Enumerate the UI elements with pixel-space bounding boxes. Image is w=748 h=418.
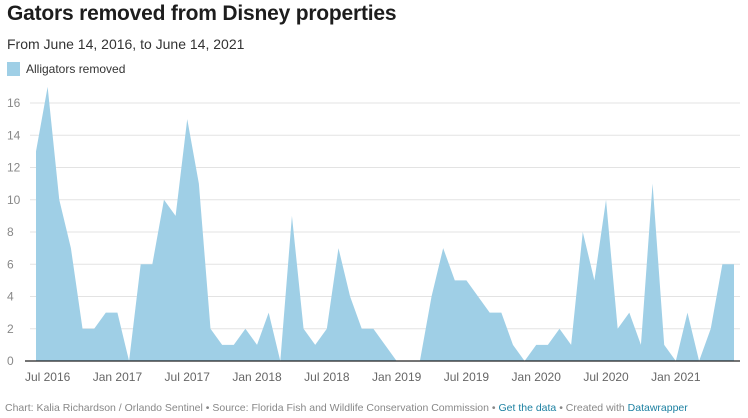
x-tick-label: Jul 2019 [444, 370, 490, 384]
footer-created: • Created with [556, 402, 628, 414]
series-area-alligators-removed [36, 86, 734, 361]
x-tick-label: Jul 2016 [25, 370, 71, 384]
legend-label: Alligators removed [26, 62, 126, 76]
chart-subtitle: From June 14, 2016, to June 14, 2021 [7, 36, 245, 52]
y-tick-label: 6 [7, 257, 14, 271]
get-the-data-link[interactable]: Get the data [498, 402, 557, 414]
y-tick-label: 16 [7, 96, 21, 110]
legend: Alligators removed [7, 62, 125, 76]
x-tick-label: Jan 2017 [93, 370, 143, 384]
footer-credit: Chart: Kalia Richardson / Orlando Sentin… [5, 402, 499, 414]
x-tick-label: Jul 2017 [165, 370, 211, 384]
y-tick-label: 2 [7, 322, 14, 336]
x-tick-label: Jul 2020 [583, 370, 629, 384]
x-tick-label: Jan 2019 [372, 370, 422, 384]
chart-title: Gators removed from Disney properties [7, 2, 397, 25]
x-tick-label: Jan 2020 [512, 370, 562, 384]
y-tick-label: 4 [7, 290, 14, 304]
y-tick-label: 12 [7, 161, 21, 175]
datawrapper-link[interactable]: Datawrapper [627, 402, 688, 414]
y-tick-label: 8 [7, 225, 14, 239]
footer: Chart: Kalia Richardson / Orlando Sentin… [5, 402, 688, 414]
x-tick-label: Jan 2021 [651, 370, 701, 384]
x-tick-label: Jan 2018 [232, 370, 282, 384]
y-tick-label: 14 [7, 128, 21, 142]
x-tick-label: Jul 2018 [304, 370, 350, 384]
legend-swatch [7, 62, 20, 76]
y-tick-label: 0 [7, 354, 14, 368]
y-tick-label: 10 [7, 193, 21, 207]
area-chart: 0 2 4 6 8 10 12 14 16 Jul 2016 Jan 2017 Jul 2017 Jan… [7, 86, 740, 384]
